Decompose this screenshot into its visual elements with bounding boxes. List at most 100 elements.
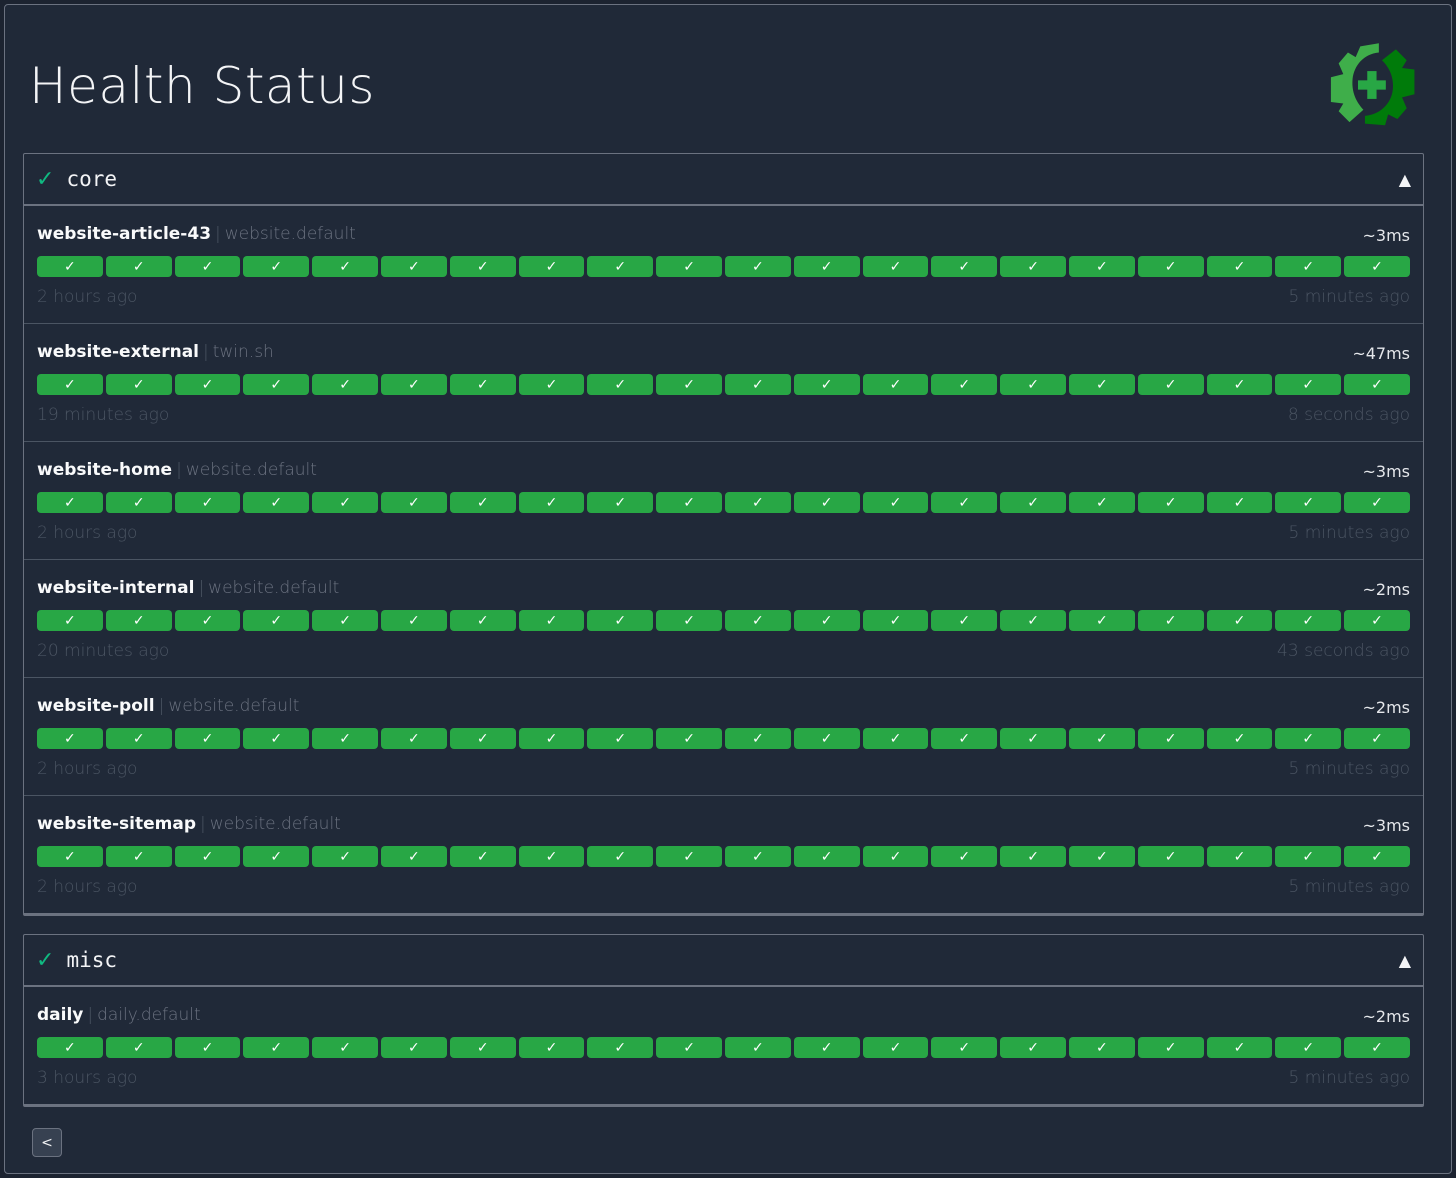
result-bar-success[interactable]: ✓ <box>656 492 722 513</box>
result-bar-success[interactable]: ✓ <box>1344 256 1410 277</box>
back-button[interactable]: < <box>32 1128 62 1157</box>
result-bar-success[interactable]: ✓ <box>793 1037 860 1058</box>
result-bar-success[interactable]: ✓ <box>862 846 929 867</box>
result-bar-success[interactable]: ✓ <box>862 610 929 631</box>
result-bar-success[interactable]: ✓ <box>449 846 516 867</box>
result-bar-success[interactable]: ✓ <box>1137 610 1204 631</box>
service-name[interactable]: website-poll <box>37 696 155 716</box>
result-bar-success[interactable]: ✓ <box>1344 1037 1410 1058</box>
result-bar-success[interactable]: ✓ <box>862 374 929 395</box>
result-bar-success[interactable]: ✓ <box>1137 374 1204 395</box>
result-bar-success[interactable]: ✓ <box>1000 846 1066 867</box>
result-bar-success[interactable]: ✓ <box>1000 256 1066 277</box>
result-bar-success[interactable]: ✓ <box>312 728 378 749</box>
result-bar-success[interactable]: ✓ <box>105 610 172 631</box>
result-bar-success[interactable]: ✓ <box>1000 728 1066 749</box>
result-bar-success[interactable]: ✓ <box>105 256 172 277</box>
result-bar-success[interactable]: ✓ <box>174 374 241 395</box>
result-bar-success[interactable]: ✓ <box>243 374 310 395</box>
result-bar-success[interactable]: ✓ <box>1000 374 1066 395</box>
result-bar-success[interactable]: ✓ <box>449 374 516 395</box>
result-bar-success[interactable]: ✓ <box>1275 728 1342 749</box>
result-bar-success[interactable]: ✓ <box>862 256 929 277</box>
result-bar-success[interactable]: ✓ <box>1206 610 1273 631</box>
result-bar-success[interactable]: ✓ <box>243 846 310 867</box>
result-bar-success[interactable]: ✓ <box>518 610 585 631</box>
result-bar-success[interactable]: ✓ <box>518 728 585 749</box>
result-bar-success[interactable]: ✓ <box>105 846 172 867</box>
result-bar-success[interactable]: ✓ <box>656 256 722 277</box>
result-bar-success[interactable]: ✓ <box>587 374 654 395</box>
result-bar-success[interactable]: ✓ <box>1068 256 1135 277</box>
result-bar-success[interactable]: ✓ <box>1068 846 1135 867</box>
result-bar-success[interactable]: ✓ <box>656 1037 722 1058</box>
result-bar-success[interactable]: ✓ <box>243 728 310 749</box>
result-bar-success[interactable]: ✓ <box>1344 610 1410 631</box>
result-bar-success[interactable]: ✓ <box>931 846 998 867</box>
result-bar-success[interactable]: ✓ <box>1137 492 1204 513</box>
result-bar-success[interactable]: ✓ <box>449 256 516 277</box>
result-bar-success[interactable]: ✓ <box>1068 728 1135 749</box>
result-bar-success[interactable]: ✓ <box>518 374 585 395</box>
result-bar-success[interactable]: ✓ <box>656 846 722 867</box>
result-bar-success[interactable]: ✓ <box>449 492 516 513</box>
result-bar-success[interactable]: ✓ <box>587 610 654 631</box>
result-bar-success[interactable]: ✓ <box>1137 846 1204 867</box>
result-bar-success[interactable]: ✓ <box>1275 492 1342 513</box>
result-bar-success[interactable]: ✓ <box>1275 1037 1342 1058</box>
result-bar-success[interactable]: ✓ <box>931 1037 998 1058</box>
result-bar-success[interactable]: ✓ <box>1206 374 1273 395</box>
result-bar-success[interactable]: ✓ <box>1137 1037 1204 1058</box>
service-name[interactable]: website-sitemap <box>37 814 197 834</box>
result-bar-success[interactable]: ✓ <box>793 374 860 395</box>
result-bar-success[interactable]: ✓ <box>449 610 516 631</box>
result-bar-success[interactable]: ✓ <box>1206 1037 1273 1058</box>
result-bar-success[interactable]: ✓ <box>1275 846 1342 867</box>
result-bar-success[interactable]: ✓ <box>931 256 998 277</box>
result-bar-success[interactable]: ✓ <box>37 1037 103 1058</box>
result-bar-success[interactable]: ✓ <box>518 1037 585 1058</box>
result-bar-success[interactable]: ✓ <box>1275 374 1342 395</box>
result-bar-success[interactable]: ✓ <box>793 610 860 631</box>
result-bar-success[interactable]: ✓ <box>37 374 103 395</box>
group-header[interactable]: ✓ core ▲ <box>24 154 1423 206</box>
result-bar-success[interactable]: ✓ <box>37 846 103 867</box>
result-bar-success[interactable]: ✓ <box>174 610 241 631</box>
result-bar-success[interactable]: ✓ <box>37 256 103 277</box>
result-bar-success[interactable]: ✓ <box>587 256 654 277</box>
collapse-arrow-icon[interactable]: ▲ <box>1398 169 1411 189</box>
result-bar-success[interactable]: ✓ <box>931 610 998 631</box>
result-bar-success[interactable]: ✓ <box>587 492 654 513</box>
result-bar-success[interactable]: ✓ <box>449 728 516 749</box>
result-bar-success[interactable]: ✓ <box>862 1037 929 1058</box>
result-bar-success[interactable]: ✓ <box>1000 610 1066 631</box>
result-bar-success[interactable]: ✓ <box>37 728 103 749</box>
result-bar-success[interactable]: ✓ <box>1068 492 1135 513</box>
result-bar-success[interactable]: ✓ <box>931 492 998 513</box>
result-bar-success[interactable]: ✓ <box>105 1037 172 1058</box>
result-bar-success[interactable]: ✓ <box>724 256 791 277</box>
result-bar-success[interactable]: ✓ <box>1000 1037 1066 1058</box>
service-name[interactable]: website-home <box>37 460 173 480</box>
collapse-arrow-icon[interactable]: ▲ <box>1398 950 1411 970</box>
result-bar-success[interactable]: ✓ <box>1344 728 1410 749</box>
result-bar-success[interactable]: ✓ <box>793 846 860 867</box>
result-bar-success[interactable]: ✓ <box>105 728 172 749</box>
result-bar-success[interactable]: ✓ <box>380 846 447 867</box>
result-bar-success[interactable]: ✓ <box>1068 1037 1135 1058</box>
service-name[interactable]: website-internal <box>37 578 195 598</box>
result-bar-success[interactable]: ✓ <box>518 846 585 867</box>
result-bar-success[interactable]: ✓ <box>312 846 378 867</box>
result-bar-success[interactable]: ✓ <box>380 610 447 631</box>
result-bar-success[interactable]: ✓ <box>862 728 929 749</box>
result-bar-success[interactable]: ✓ <box>793 256 860 277</box>
result-bar-success[interactable]: ✓ <box>1206 728 1273 749</box>
result-bar-success[interactable]: ✓ <box>312 374 378 395</box>
result-bar-success[interactable]: ✓ <box>1344 374 1410 395</box>
result-bar-success[interactable]: ✓ <box>724 492 791 513</box>
result-bar-success[interactable]: ✓ <box>1000 492 1066 513</box>
result-bar-success[interactable]: ✓ <box>793 728 860 749</box>
result-bar-success[interactable]: ✓ <box>793 492 860 513</box>
result-bar-success[interactable]: ✓ <box>1068 610 1135 631</box>
result-bar-success[interactable]: ✓ <box>724 846 791 867</box>
